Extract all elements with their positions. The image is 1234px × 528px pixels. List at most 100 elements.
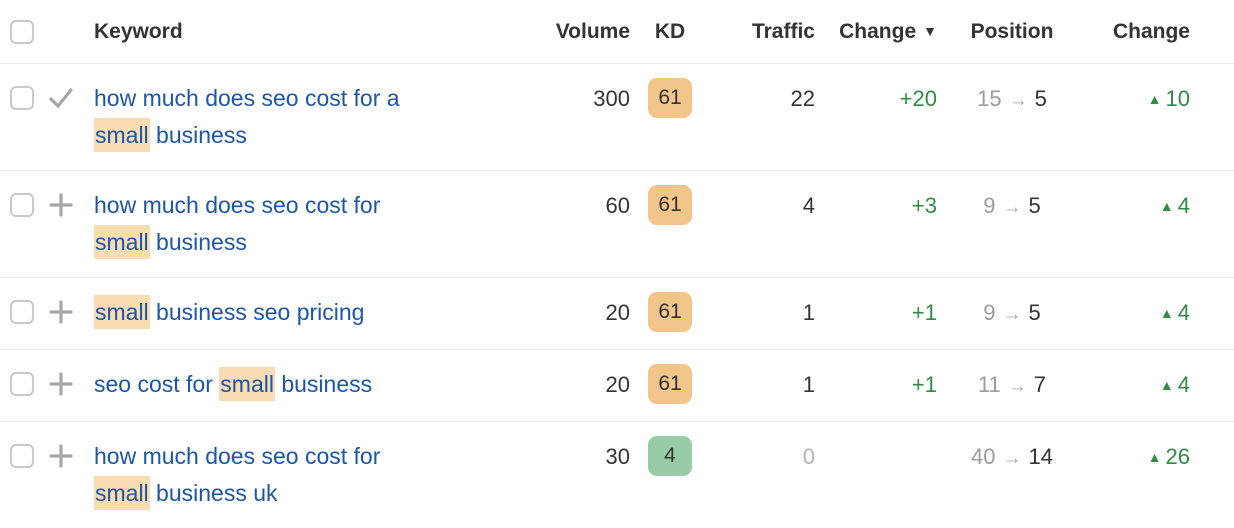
volume-value: 20 (605, 372, 630, 397)
header-keyword[interactable]: Keyword (94, 19, 183, 43)
up-triangle-icon: ▲ (1147, 449, 1162, 465)
keyword-text: how much does seo cost for a (94, 85, 400, 111)
position-from: 15 (977, 86, 1002, 111)
traffic-value: 1 (802, 372, 815, 397)
position-to: 7 (1033, 372, 1047, 397)
traffic-change-value: +3 (911, 193, 937, 218)
check-icon[interactable] (48, 85, 74, 111)
kd-cell: 61 (630, 292, 710, 332)
select-all-cell (0, 19, 48, 44)
position-change-value: 10 (1165, 86, 1190, 111)
plus-icon[interactable] (48, 371, 74, 397)
position-arrow-icon: → (1007, 376, 1027, 397)
position-arrow-icon: → (1002, 197, 1022, 218)
row-checkbox-cell (0, 294, 48, 324)
keyword-link[interactable]: how much does seo cost for a small busin… (94, 80, 424, 154)
header-position-change[interactable]: Change (1112, 19, 1190, 43)
keyword-text: business (274, 371, 373, 397)
header-position[interactable]: Position (970, 19, 1054, 43)
position-change-cell: ▲ 10 (1087, 80, 1234, 118)
keyword-link[interactable]: how much does seo cost for small busines… (94, 187, 424, 261)
keyword-text: business (149, 122, 247, 148)
position-cell: 15 → 5 (937, 80, 1087, 119)
kd-badge: 61 (648, 78, 692, 118)
volume-value: 60 (605, 193, 630, 218)
table-row: seo cost for small business 20 61 1 +1 1… (0, 350, 1234, 422)
traffic-change-value: +1 (911, 372, 937, 397)
position-cell: 40 → 14 (937, 438, 1087, 477)
keyword-cell: small business seo pricing (94, 294, 490, 331)
position-to: 5 (1034, 86, 1047, 111)
row-checkbox-cell (0, 187, 48, 217)
select-all-checkbox[interactable] (10, 19, 34, 44)
keyword-cell: how much does seo cost for a small busin… (94, 80, 490, 154)
row-checkbox[interactable] (10, 372, 34, 396)
kd-badge: 4 (648, 436, 692, 476)
table-row: small business seo pricing 20 61 1 +1 9 →… (0, 278, 1234, 350)
table-row: how much does seo cost for small busines… (0, 422, 1234, 528)
position-to: 5 (1028, 193, 1041, 218)
plus-icon[interactable] (48, 443, 74, 469)
header-kd[interactable]: KD (654, 19, 686, 43)
keyword-text: business (149, 229, 247, 255)
keyword-link[interactable]: how much does seo cost for small busines… (94, 438, 424, 512)
plus-icon[interactable] (48, 192, 74, 218)
keyword-text: business uk (149, 480, 278, 506)
table-header: Keyword Volume KD Traffic Change ▼ Positi… (0, 0, 1234, 64)
position-change-value: 4 (1177, 300, 1190, 325)
row-checkbox[interactable] (10, 86, 34, 110)
position-from: 9 (983, 300, 996, 325)
volume-value: 300 (593, 86, 630, 111)
keyword-highlight: small (94, 295, 150, 329)
position-to: 5 (1028, 300, 1041, 325)
position-change-value: 4 (1177, 193, 1190, 218)
keyword-highlight: small (94, 118, 150, 152)
traffic-value: 0 (802, 444, 815, 469)
row-checkbox-cell (0, 366, 48, 396)
position-from: 11 (977, 372, 1001, 397)
keyword-highlight: small (94, 225, 150, 259)
keyword-cell: seo cost for small business (94, 366, 490, 403)
position-arrow-icon: → (1008, 90, 1028, 111)
position-change-cell: ▲ 4 (1087, 366, 1234, 404)
header-traffic-change[interactable]: Change ▼ (815, 20, 937, 44)
traffic-value: 4 (802, 193, 815, 218)
keyword-link[interactable]: small business seo pricing (94, 294, 424, 331)
kd-cell: 61 (630, 78, 710, 118)
keyword-text: seo cost for (94, 371, 220, 397)
position-change-cell: ▲ 4 (1087, 294, 1234, 332)
position-from: 9 (983, 193, 996, 218)
row-checkbox-cell (0, 438, 48, 468)
plus-icon[interactable] (48, 299, 74, 325)
kd-badge: 61 (648, 185, 692, 225)
row-checkbox[interactable] (10, 193, 34, 217)
up-triangle-icon: ▲ (1159, 198, 1174, 214)
row-checkbox[interactable] (10, 300, 34, 324)
kd-cell: 4 (630, 436, 710, 476)
position-cell: 9 → 5 (937, 294, 1087, 333)
keyword-highlight: small (94, 476, 150, 510)
keyword-link[interactable]: seo cost for small business (94, 366, 424, 403)
row-checkbox-cell (0, 80, 48, 110)
row-icon-cell (48, 366, 94, 397)
position-change-cell: ▲ 26 (1087, 438, 1234, 476)
row-checkbox[interactable] (10, 444, 34, 468)
table-row: how much does seo cost for small busines… (0, 171, 1234, 278)
keyword-text: how much does seo cost for (94, 192, 381, 218)
position-change-value: 4 (1177, 372, 1190, 397)
row-icon-cell (48, 80, 94, 111)
header-volume[interactable]: Volume (555, 19, 630, 43)
header-traffic[interactable]: Traffic (751, 19, 815, 43)
keyword-highlight: small (219, 367, 275, 401)
traffic-value: 22 (790, 86, 815, 111)
sort-desc-icon: ▼ (923, 22, 937, 39)
table-row: how much does seo cost for a small busin… (0, 64, 1234, 171)
kd-cell: 61 (630, 364, 710, 404)
position-arrow-icon: → (1002, 304, 1022, 325)
up-triangle-icon: ▲ (1147, 91, 1162, 107)
kd-badge: 61 (648, 292, 692, 332)
up-triangle-icon: ▲ (1159, 377, 1174, 393)
traffic-value: 1 (802, 300, 815, 325)
volume-value: 20 (605, 300, 630, 325)
volume-value: 30 (605, 444, 630, 469)
